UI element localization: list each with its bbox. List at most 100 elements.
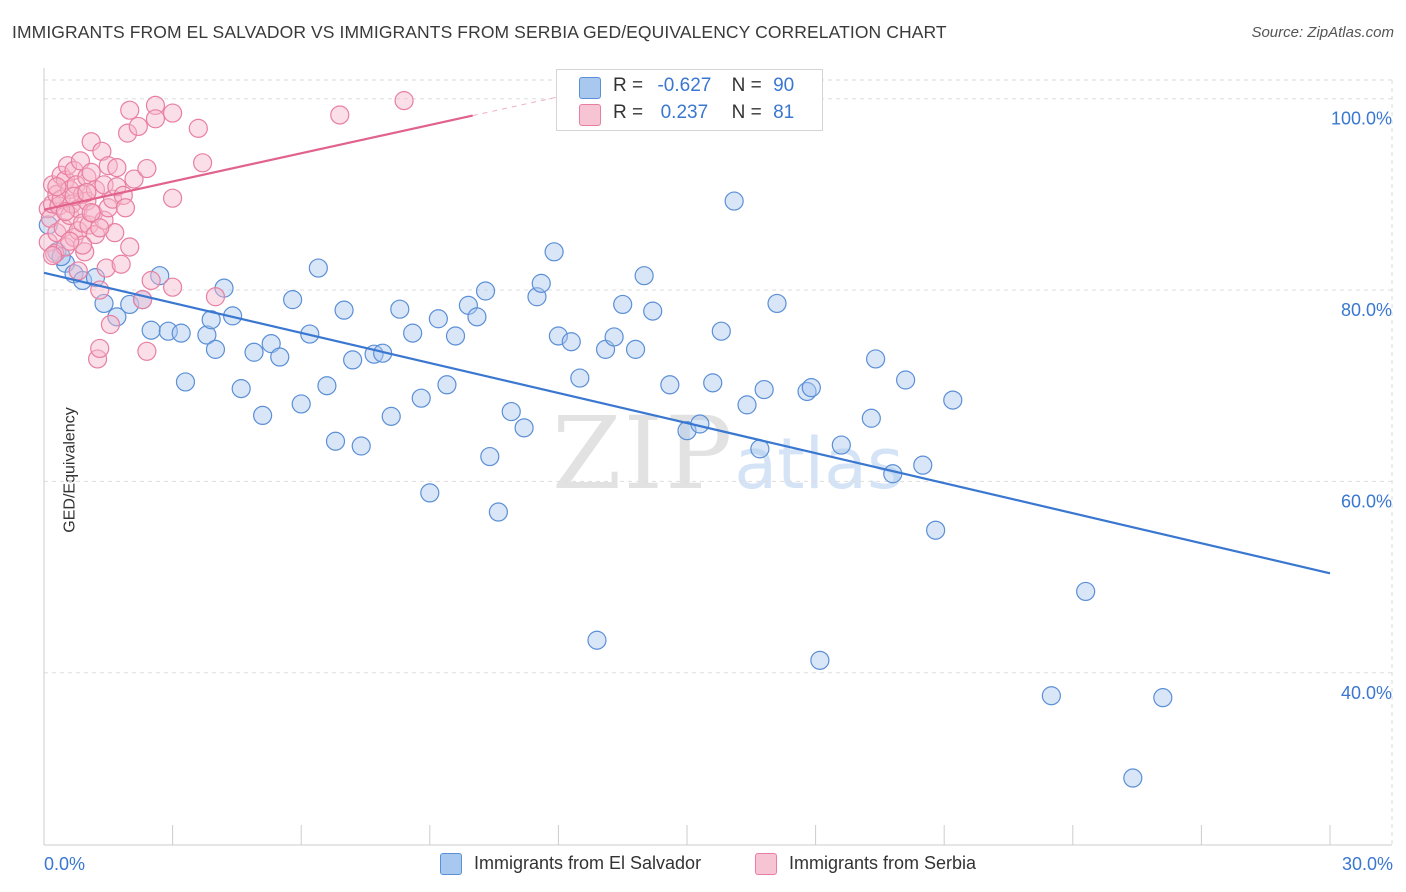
legend-swatch-blue [579, 77, 601, 99]
x-tick-label-0: 0.0% [44, 854, 85, 874]
point-blue-45 [467, 307, 487, 327]
point-blue-62 [634, 266, 654, 286]
point-pink-56 [128, 116, 148, 137]
point-blue-60 [613, 294, 633, 315]
point-pink-74 [72, 235, 93, 255]
stats-legend-text: R = 0.237 N = 81 [613, 102, 794, 124]
point-pink-63 [163, 277, 183, 297]
n-value: 90 [773, 75, 795, 96]
point-pink-47 [107, 157, 127, 178]
point-blue-85 [1076, 581, 1096, 602]
point-pink-69 [330, 105, 350, 125]
point-blue-76 [810, 650, 830, 670]
r-value: -0.627 [657, 75, 712, 96]
stats-legend-text: R = -0.627 N = 90 [613, 75, 794, 97]
stats-legend: R = -0.627 N = 90 R = 0.237 N = 81 [556, 69, 823, 131]
point-pink-49 [111, 254, 131, 274]
point-blue-8 [120, 294, 140, 315]
point-pink-61 [145, 95, 166, 116]
point-blue-57 [587, 630, 607, 650]
point-blue-88 [1153, 688, 1173, 708]
point-pink-71 [47, 177, 67, 197]
legend-label-serbia: Immigrants from Serbia [789, 853, 977, 873]
point-blue-83 [926, 520, 946, 540]
point-pink-62 [145, 109, 166, 129]
point-pink-38 [92, 141, 112, 161]
point-blue-40 [420, 483, 440, 503]
point-blue-78 [861, 408, 881, 428]
point-pink-78 [42, 246, 63, 266]
point-pink-72 [55, 202, 76, 222]
n-value: 81 [773, 102, 795, 123]
point-blue-48 [488, 502, 508, 522]
y-tick-label-1: 60.0% [1341, 491, 1392, 511]
point-blue-24 [270, 347, 290, 367]
y-tick-label-0: 40.0% [1341, 683, 1392, 703]
point-blue-22 [253, 405, 273, 426]
point-blue-25 [283, 290, 303, 310]
source-label: Source: ZipAtlas.com [1251, 24, 1394, 41]
y-tick-label-3: 100.0% [1331, 109, 1392, 129]
point-blue-36 [381, 406, 401, 426]
watermark-atlas: atlas [734, 423, 904, 505]
point-blue-32 [343, 350, 363, 370]
n-label: N = [731, 102, 762, 123]
point-blue-23 [261, 334, 281, 354]
trend-line-blue [43, 271, 1331, 575]
point-pink-64 [163, 188, 183, 208]
r-label: R = [613, 102, 644, 123]
point-blue-31 [334, 300, 354, 320]
point-pink-52 [117, 123, 138, 143]
point-pink-36 [90, 338, 110, 359]
point-blue-33 [351, 436, 371, 456]
point-pink-79 [60, 231, 80, 251]
point-blue-69 [724, 191, 744, 211]
point-blue-20 [231, 379, 251, 399]
r-value: 0.237 [660, 102, 709, 123]
point-blue-41 [428, 309, 448, 329]
point-blue-80 [883, 464, 903, 484]
point-blue-81 [896, 370, 916, 390]
point-blue-38 [403, 323, 423, 343]
point-blue-13 [171, 323, 191, 343]
point-blue-46 [475, 281, 496, 301]
point-pink-29 [79, 215, 99, 235]
point-blue-21 [244, 342, 264, 362]
trend-line-pink-extension [472, 96, 559, 117]
point-blue-49 [501, 401, 521, 422]
point-blue-15 [197, 325, 217, 345]
point-blue-79 [866, 349, 886, 369]
point-blue-77 [831, 435, 851, 455]
point-pink-51 [115, 198, 136, 218]
point-blue-42 [437, 375, 457, 395]
point-blue-10 [141, 320, 161, 340]
point-blue-72 [754, 379, 774, 400]
point-pink-44 [100, 314, 121, 335]
point-blue-17 [205, 339, 226, 359]
point-pink-66 [188, 118, 208, 138]
point-blue-67 [703, 373, 723, 393]
point-blue-53 [544, 242, 564, 262]
r-label: R = [613, 75, 644, 96]
chart-title: IMMIGRANTS FROM EL SALVADOR VS IMMIGRANT… [12, 22, 947, 42]
axes [43, 68, 1392, 846]
point-pink-60 [141, 270, 161, 291]
point-blue-84 [943, 390, 963, 410]
point-blue-55 [561, 332, 581, 352]
point-blue-39 [411, 388, 431, 408]
point-pink-67 [193, 153, 213, 173]
point-blue-50 [514, 418, 534, 438]
point-pink-20 [66, 175, 86, 195]
point-blue-43 [445, 326, 466, 346]
point-blue-26 [291, 394, 311, 414]
point-blue-30 [325, 431, 346, 451]
point-pink-68 [205, 287, 226, 307]
point-pink-70 [394, 91, 414, 111]
point-blue-61 [625, 339, 646, 359]
point-blue-63 [643, 301, 663, 321]
legend-label-el-salvador: Immigrants from El Salvador [474, 853, 702, 873]
point-blue-70 [737, 395, 757, 415]
legend-swatch-blue [440, 853, 462, 875]
point-blue-14 [175, 372, 196, 392]
